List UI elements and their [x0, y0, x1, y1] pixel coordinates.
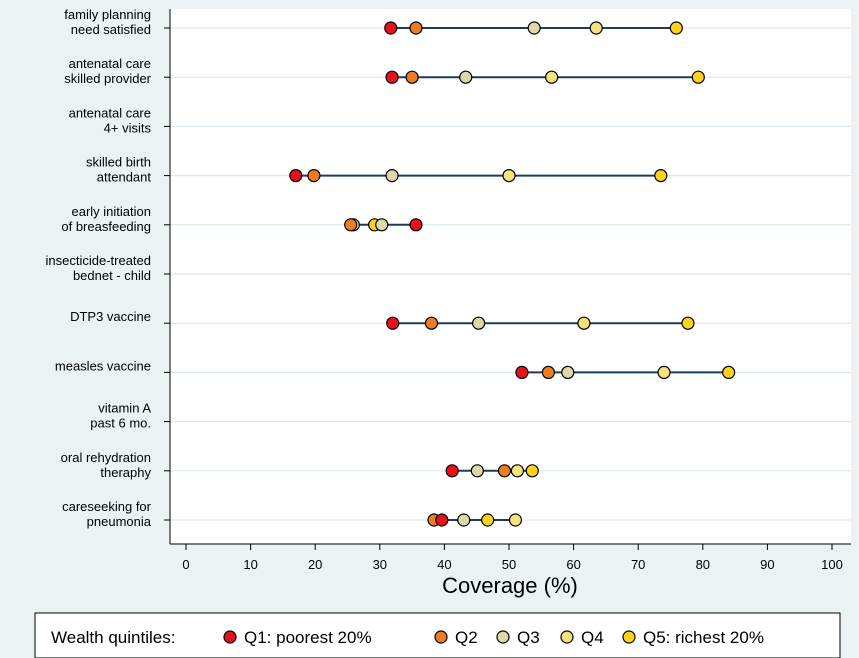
data-point-q5	[654, 169, 668, 183]
data-point-q1	[385, 70, 399, 84]
legend-title: Wealth quintiles:	[51, 628, 175, 647]
data-point-q2	[409, 21, 423, 35]
x-tick-label: 20	[308, 557, 322, 572]
x-tick-label: 50	[502, 557, 516, 572]
data-point-q1	[435, 513, 449, 527]
data-point-q2	[497, 464, 512, 478]
data-point-q4	[589, 21, 603, 35]
y-axis-label: skilled birth attendant	[86, 155, 151, 185]
legend-marker-q5	[622, 630, 636, 644]
data-point-q1	[289, 169, 303, 183]
data-point-q2	[424, 316, 439, 330]
x-tick-label: 70	[631, 557, 645, 572]
data-point-q5	[722, 365, 736, 379]
x-tick-label: 10	[243, 557, 257, 572]
legend-marker-q3	[496, 630, 510, 644]
data-point-q3	[375, 218, 389, 232]
y-axis-labels: family planning need satisfied antenatal c…	[46, 7, 152, 529]
data-point-q3	[470, 464, 484, 478]
data-point-q1	[445, 464, 459, 478]
x-tick-label: 30	[373, 557, 387, 572]
legend-label-q4: Q4	[581, 628, 604, 647]
legend-marker-q4	[560, 630, 574, 644]
plot-area	[170, 9, 851, 544]
y-axis-label: antenatal care 4+ visits	[69, 105, 152, 135]
legend-marker-q1	[223, 630, 237, 644]
x-axis-title: Coverage (%)	[442, 573, 578, 598]
data-point-q3	[459, 70, 473, 84]
data-point-q3	[527, 21, 541, 35]
y-axis-label: insecticide-treated bednet - child	[46, 253, 152, 283]
data-point-q3	[561, 365, 575, 379]
data-point-q3	[385, 169, 399, 183]
y-axis-label: early initiation of breasfeeding	[61, 204, 151, 234]
data-point-q5	[681, 316, 695, 330]
x-tick-label: 40	[437, 557, 451, 572]
x-tick-label: 100	[821, 557, 843, 572]
data-point-q2	[344, 218, 358, 232]
legend-label-q1: Q1: poorest 20%	[244, 628, 372, 647]
axes	[164, 9, 851, 545]
y-axis-label: DTP3 vaccine	[70, 309, 151, 324]
legend-label-q5: Q5: richest 20%	[643, 628, 764, 647]
data-point-q5	[669, 21, 683, 35]
data-point-q4	[657, 365, 671, 379]
y-axis-label: antenatal care skilled provider	[64, 56, 151, 86]
y-axis-label: measles vaccine	[55, 358, 151, 373]
data-point-q1	[515, 365, 529, 379]
data-point-q4	[508, 513, 523, 527]
data-point-q1	[409, 218, 423, 232]
data-point-q1	[386, 316, 400, 330]
data-point-q4	[510, 464, 524, 478]
y-axis-label: careseeking for pneumonia	[62, 499, 152, 529]
data-point-q3	[457, 513, 471, 527]
x-axis-ticks: 0 10 20 30 40 50 60 70 80 90 100	[182, 544, 843, 572]
data-point-q5	[691, 70, 705, 84]
data-point-q5	[481, 513, 495, 527]
data-point-q4	[577, 316, 591, 330]
data-point-q2	[405, 70, 419, 84]
data-point-q3	[472, 316, 486, 330]
data-points	[289, 21, 736, 527]
legend-marker-q2	[434, 630, 448, 644]
x-tick-label: 90	[760, 557, 774, 572]
data-point-q1	[384, 21, 398, 35]
data-point-q4	[502, 169, 516, 183]
data-point-q2	[541, 365, 556, 379]
y-axis-label: family planning need satisfied	[64, 7, 151, 37]
legend: Wealth quintiles: Q1: poorest 20% Q2 Q3 Q4 Q5…	[34, 612, 841, 658]
data-point-q2	[307, 169, 321, 183]
data-point-q4	[545, 70, 559, 84]
x-tick-label: 80	[696, 557, 710, 572]
x-tick-label: 0	[182, 557, 189, 572]
legend-label-q2: Q2	[455, 628, 478, 647]
y-axis-label: oral rehydration theraphy	[61, 450, 152, 480]
legend-label-q3: Q3	[517, 628, 540, 647]
data-point-q5	[525, 464, 539, 478]
x-tick-label: 60	[566, 557, 580, 572]
